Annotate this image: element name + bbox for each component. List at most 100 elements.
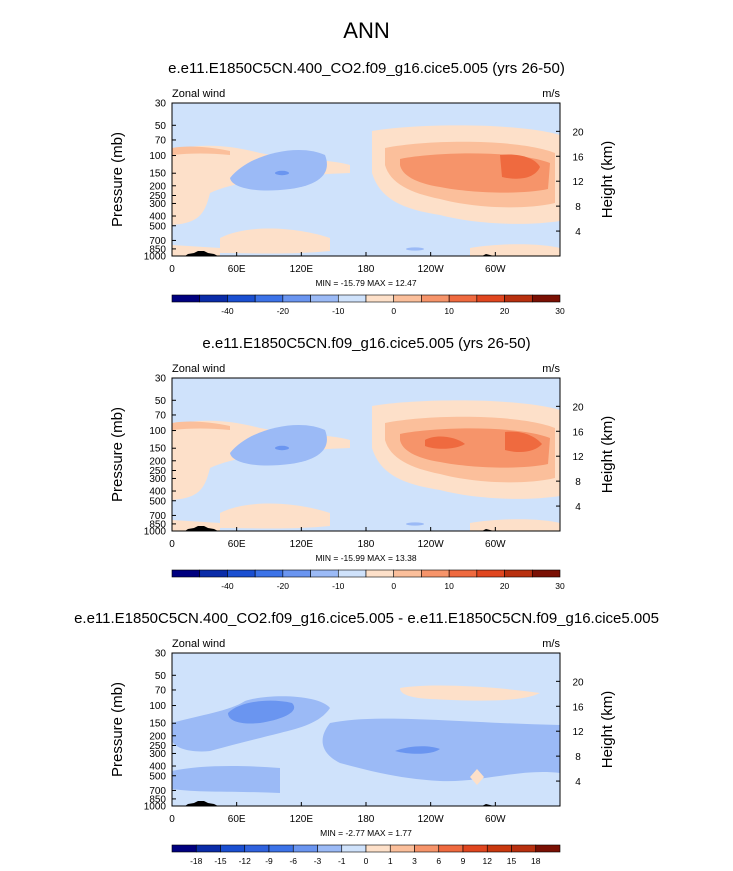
colorbar-label: 12 — [483, 856, 493, 866]
y-right-tick-label: 20 — [572, 677, 584, 688]
y-tick-label: 30 — [155, 99, 167, 110]
colorbar-box — [244, 844, 270, 853]
panel-1-title: e.e11.E1850C5CN.400_CO2.f09_g16.cice5.00… — [168, 60, 565, 77]
colorbar-box — [227, 569, 256, 578]
y-tick-label: 200 — [149, 181, 166, 192]
colorbar-box — [438, 844, 464, 853]
colorbar-box — [365, 569, 395, 578]
colorbar-box — [171, 844, 197, 853]
y-tick-label: 300 — [149, 199, 166, 210]
colorbar-box — [504, 294, 533, 303]
min-max-label: MIN = -2.77 MAX = 1.77 — [320, 828, 412, 838]
colorbar-box — [486, 844, 512, 853]
colorbar-box — [531, 294, 561, 303]
colorbar-label: -3 — [314, 856, 322, 866]
colorbar-box — [531, 569, 561, 578]
field-neg-mid — [322, 718, 560, 782]
field-lower-westerly — [220, 228, 330, 254]
colorbar-label: 20 — [500, 581, 510, 591]
y-axis-title: Pressure (mb) — [109, 132, 126, 227]
y-tick-label: 300 — [149, 749, 166, 760]
colorbar-label: 9 — [461, 856, 466, 866]
y-right-tick-label: 4 — [575, 227, 581, 238]
colorbar-label: 0 — [364, 856, 369, 866]
colorbar-label: 18 — [531, 856, 541, 866]
x-tick-label: 60W — [485, 814, 506, 825]
colorbar-box — [310, 569, 339, 578]
colorbar-box — [448, 294, 478, 303]
colorbar-box — [414, 844, 440, 853]
field-neg-lower — [172, 766, 280, 793]
min-max-label: MIN = -15.79 MAX = 12.47 — [315, 278, 416, 288]
colorbar-label: 10 — [444, 581, 454, 591]
y-tick-label: 100 — [149, 426, 166, 437]
y-right-tick-label: 12 — [572, 177, 584, 188]
y-right-tick-label: 4 — [575, 777, 581, 788]
y-axis-title: Pressure (mb) — [109, 407, 126, 502]
colorbar-label: 15 — [507, 856, 517, 866]
colorbar-box — [220, 844, 246, 853]
colorbar-box — [389, 844, 415, 853]
x-tick-label: 60E — [228, 264, 246, 275]
y-tick-label: 70 — [155, 410, 167, 421]
x-tick-label: 0 — [169, 814, 175, 825]
colorbar-label: -6 — [289, 856, 297, 866]
colorbar-label: 10 — [444, 306, 454, 316]
colorbar-box — [171, 569, 201, 578]
colorbar-box — [365, 294, 395, 303]
field-left-band — [172, 146, 230, 155]
y-tick-label: 150 — [149, 444, 166, 455]
colorbar-label: -15 — [214, 856, 227, 866]
topography-africa — [185, 801, 218, 806]
y-right-tick-label: 8 — [575, 752, 581, 763]
y-tick-label: 70 — [155, 135, 167, 146]
plot-area — [172, 378, 560, 531]
panel-left-label: Zonal wind — [172, 363, 225, 375]
y-right-tick-label: 8 — [575, 477, 581, 488]
colorbar-box — [448, 569, 478, 578]
colorbar-box — [476, 569, 505, 578]
colorbar-box — [310, 294, 339, 303]
colorbar-label: -40 — [221, 306, 234, 316]
colorbar-label: 3 — [412, 856, 417, 866]
field-jet-max — [500, 154, 540, 179]
y-right-tick-label: 12 — [572, 452, 584, 463]
colorbar-box — [504, 569, 533, 578]
colorbar-label: -20 — [277, 581, 290, 591]
field-small-easterly — [406, 247, 424, 251]
y-right-tick-label: 20 — [572, 127, 584, 138]
x-tick-label: 60W — [485, 539, 506, 550]
y-tick-label: 250 — [149, 466, 166, 477]
y-tick-label: 30 — [155, 649, 167, 660]
colorbar-box — [341, 844, 367, 853]
colorbar-label: 30 — [555, 581, 565, 591]
panel-2-chart: Zonal wind m/s305070100150200250300400500… — [109, 363, 616, 591]
colorbar-label: -12 — [239, 856, 252, 866]
colorbar-box — [365, 844, 391, 853]
colorbar-label: 6 — [436, 856, 441, 866]
y-tick-label: 30 — [155, 374, 167, 385]
field-easterly-core — [275, 445, 289, 451]
colorbar-box — [199, 569, 228, 578]
colorbar-label: -20 — [277, 306, 290, 316]
colorbar-box — [292, 844, 318, 853]
y-tick-label: 850 — [149, 794, 166, 805]
colorbar-box — [317, 844, 343, 853]
panel-3-chart: Zonal wind m/s305070100150200250300400500… — [109, 638, 616, 866]
y-tick-label: 500 — [149, 221, 166, 232]
y-tick-label: 50 — [155, 396, 167, 407]
page-title: ANN — [343, 18, 390, 43]
field-jet-max-a — [425, 436, 465, 449]
y-tick-label: 100 — [149, 151, 166, 162]
colorbar-box — [199, 294, 228, 303]
y-tick-label: 850 — [149, 519, 166, 530]
field-left-band — [172, 421, 230, 430]
x-tick-label: 180 — [358, 539, 375, 550]
y-right-tick-label: 16 — [572, 702, 584, 713]
y-tick-label: 300 — [149, 474, 166, 485]
x-tick-label: 0 — [169, 539, 175, 550]
topography-africa — [185, 526, 218, 531]
x-tick-label: 120W — [418, 539, 445, 550]
x-tick-label: 180 — [358, 264, 375, 275]
y-tick-label: 150 — [149, 169, 166, 180]
